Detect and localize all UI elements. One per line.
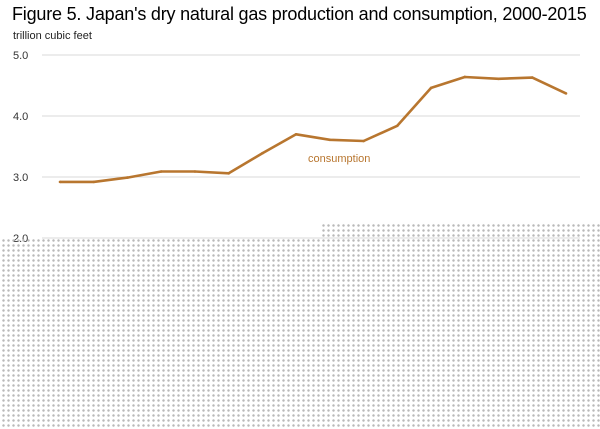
data-point [261,151,264,155]
data-point [159,170,163,173]
data-point [126,176,129,179]
data-point [227,172,230,175]
y-tick-label: 5.0 [13,50,28,62]
y-axis-unit-label: trillion cubic feet [13,30,92,42]
data-point [396,124,399,128]
data-point [193,170,197,173]
chart-title: Figure 5. Japan's dry natural gas produc… [12,4,587,24]
data-point [294,133,298,136]
y-tick-label: 4.0 [13,111,28,123]
data-point [429,86,433,90]
dotted-mask-overlay [0,237,600,429]
y-tick-label: 3.0 [13,172,28,184]
series-label-consumption: consumption [308,153,370,165]
data-point [564,92,568,95]
data-point [58,180,62,184]
series-layer: consumption [58,75,568,184]
series-line-consumption [60,75,567,184]
data-point [92,180,96,184]
gridlines [42,54,580,239]
y-axis-ticks: 5.04.03.02.0 [13,50,28,245]
data-point [497,77,500,81]
data-point [463,75,467,79]
data-point [328,138,332,142]
dotted-mask-overlay-notch [320,222,600,237]
data-point [362,139,365,143]
data-point [530,76,534,79]
